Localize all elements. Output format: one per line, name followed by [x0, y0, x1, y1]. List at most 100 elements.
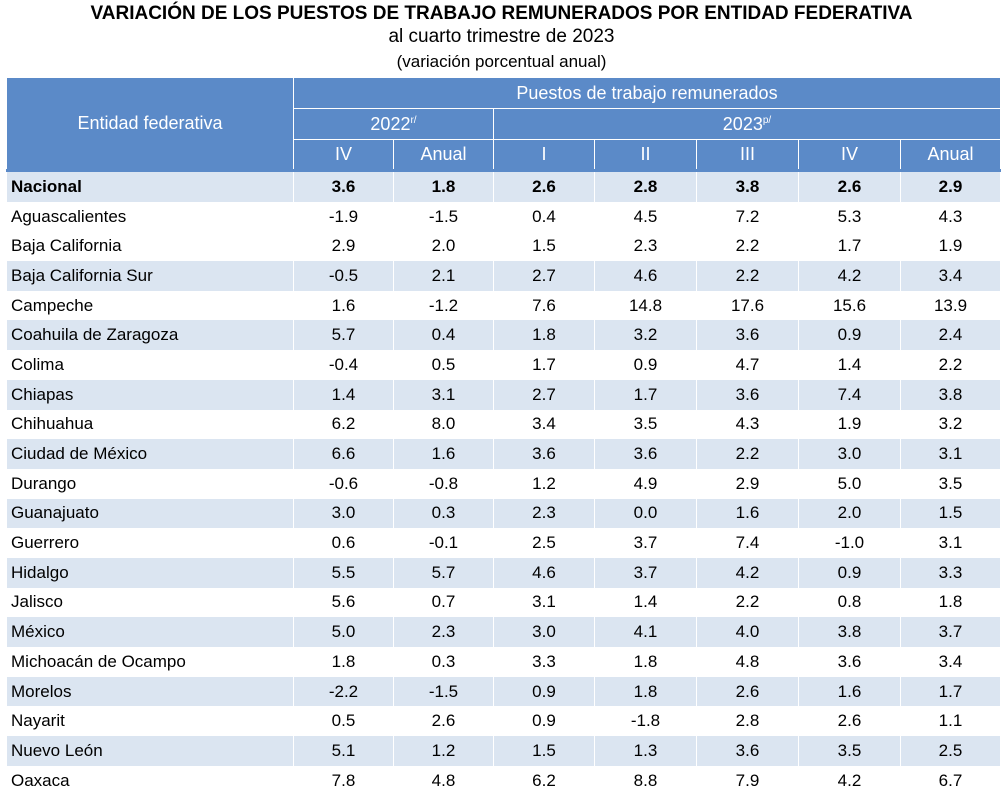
value-cell: 3.7 [900, 617, 1001, 647]
value-cell: 3.5 [594, 409, 697, 440]
value-cell: 7.9 [696, 765, 799, 796]
value-cell: 2.4 [900, 320, 1001, 351]
value-cell: 3.4 [900, 647, 1001, 677]
table-subtitle: al cuarto trimestre de 2023 [388, 26, 615, 47]
table-units: (variación porcentual anual) [396, 52, 607, 71]
value-cell: 5.1 [293, 736, 394, 766]
table-row: Aguascalientes -1.9 -1.5 0.4 4.5 7.2 5.3 4.3 [6, 201, 1001, 232]
entity-name: Guerrero [6, 528, 294, 558]
value-cell: 0.0 [594, 498, 697, 529]
value-cell: 1.6 [393, 439, 494, 469]
entity-column-header: Entidad federativa [6, 77, 294, 171]
value-cell: 0.9 [798, 320, 901, 351]
value-cell: 3.6 [696, 320, 799, 351]
entity-name: México [6, 617, 294, 647]
value-cell: -1.5 [393, 676, 494, 707]
value-cell: 2.9 [696, 468, 799, 499]
value-cell: 3.8 [696, 168, 799, 202]
value-cell: 1.6 [798, 676, 901, 707]
table-row: Chiapas 1.4 3.1 2.7 1.7 3.6 7.4 3.8 [6, 379, 1001, 410]
entity-name: Baja California Sur [6, 261, 294, 291]
value-cell: 3.7 [594, 528, 697, 558]
value-cell: 3.6 [696, 736, 799, 766]
value-cell: 3.5 [798, 736, 901, 766]
value-cell: 0.5 [293, 706, 394, 737]
value-cell: 1.7 [798, 231, 901, 262]
value-cell: 3.6 [594, 439, 697, 469]
value-cell: 3.1 [900, 528, 1001, 558]
entity-name: Chihuahua [6, 409, 294, 440]
entity-name: Morelos [6, 676, 294, 707]
value-cell: 17.6 [696, 290, 799, 321]
value-cell: -0.4 [293, 350, 394, 380]
period-header: Anual [900, 139, 1001, 171]
value-cell: 7.8 [293, 765, 394, 796]
value-cell: 0.4 [393, 320, 494, 351]
value-cell: 4.1 [594, 617, 697, 647]
table-row: Colima -0.4 0.5 1.7 0.9 4.7 1.4 2.2 [6, 350, 1001, 380]
value-cell: 3.8 [900, 379, 1001, 410]
value-cell: 5.7 [393, 557, 494, 588]
value-cell: 3.7 [594, 557, 697, 588]
value-cell: 4.3 [900, 201, 1001, 232]
value-cell: 4.0 [696, 617, 799, 647]
table-row: Baja California 2.9 2.0 1.5 2.3 2.2 1.7 1.9 [6, 231, 1001, 262]
value-cell: 2.2 [900, 350, 1001, 380]
value-cell: 2.8 [696, 706, 799, 737]
value-cell: 2.5 [900, 736, 1001, 766]
value-cell: 4.8 [393, 765, 494, 796]
value-cell: 2.6 [393, 706, 494, 737]
value-cell: 0.3 [393, 498, 494, 529]
table-row: Nuevo León 5.1 1.2 1.5 1.3 3.6 3.5 2.5 [6, 736, 1001, 766]
value-cell: 1.8 [594, 647, 697, 677]
value-cell: 4.2 [696, 557, 799, 588]
value-cell: 2.8 [594, 168, 697, 202]
value-cell: 1.2 [493, 468, 595, 499]
value-cell: 3.0 [493, 617, 595, 647]
value-cell: -1.8 [594, 706, 697, 737]
year-2023-header: 2023p/ [493, 108, 1001, 140]
value-cell: 7.6 [493, 290, 595, 321]
value-cell: 1.9 [798, 409, 901, 440]
value-cell: 3.0 [293, 498, 394, 529]
value-cell: -0.1 [393, 528, 494, 558]
value-cell: 0.5 [393, 350, 494, 380]
entity-name: Colima [6, 350, 294, 380]
table-row: Campeche 1.6 -1.2 7.6 14.8 17.6 15.6 13.9 [6, 290, 1001, 321]
table-row: Chihuahua 6.2 8.0 3.4 3.5 4.3 1.9 3.2 [6, 409, 1001, 440]
value-cell: 4.8 [696, 647, 799, 677]
employment-table: Entidad federativa Puestos de trabajo re… [6, 77, 1001, 796]
table-row: Michoacán de Ocampo 1.8 0.3 3.3 1.8 4.8 3.6 3.4 [6, 647, 1001, 677]
table-row: Ciudad de México 6.6 1.6 3.6 3.6 2.2 3.0 3.1 [6, 439, 1001, 469]
value-cell: 2.6 [798, 168, 901, 202]
value-cell: 0.9 [493, 676, 595, 707]
value-cell: 0.3 [393, 647, 494, 677]
entity-name: Ciudad de México [6, 439, 294, 469]
entity-name: Nuevo León [6, 736, 294, 766]
entity-name: Jalisco [6, 587, 294, 618]
table-row: Jalisco 5.6 0.7 3.1 1.4 2.2 0.8 1.8 [6, 587, 1001, 618]
value-cell: 2.2 [696, 261, 799, 291]
entity-name: Hidalgo [6, 557, 294, 588]
entity-name: Durango [6, 468, 294, 499]
value-cell: 2.9 [293, 231, 394, 262]
value-cell: 4.2 [798, 765, 901, 796]
value-cell: 1.4 [798, 350, 901, 380]
value-cell: 3.6 [293, 168, 394, 202]
value-cell: 1.2 [393, 736, 494, 766]
value-cell: 3.5 [900, 468, 1001, 499]
entity-name: Campeche [6, 290, 294, 321]
value-cell: 1.6 [696, 498, 799, 529]
value-cell: 3.8 [798, 617, 901, 647]
group-column-header: Puestos de trabajo remunerados [293, 77, 1001, 109]
value-cell: 1.7 [594, 379, 697, 410]
value-cell: 1.8 [293, 647, 394, 677]
value-cell: 4.2 [798, 261, 901, 291]
value-cell: 4.5 [594, 201, 697, 232]
value-cell: 2.0 [798, 498, 901, 529]
value-cell: -1.9 [293, 201, 394, 232]
year-2022-header: 2022r/ [293, 108, 494, 140]
value-cell: 0.9 [594, 350, 697, 380]
value-cell: 0.9 [493, 706, 595, 737]
value-cell: -0.8 [393, 468, 494, 499]
